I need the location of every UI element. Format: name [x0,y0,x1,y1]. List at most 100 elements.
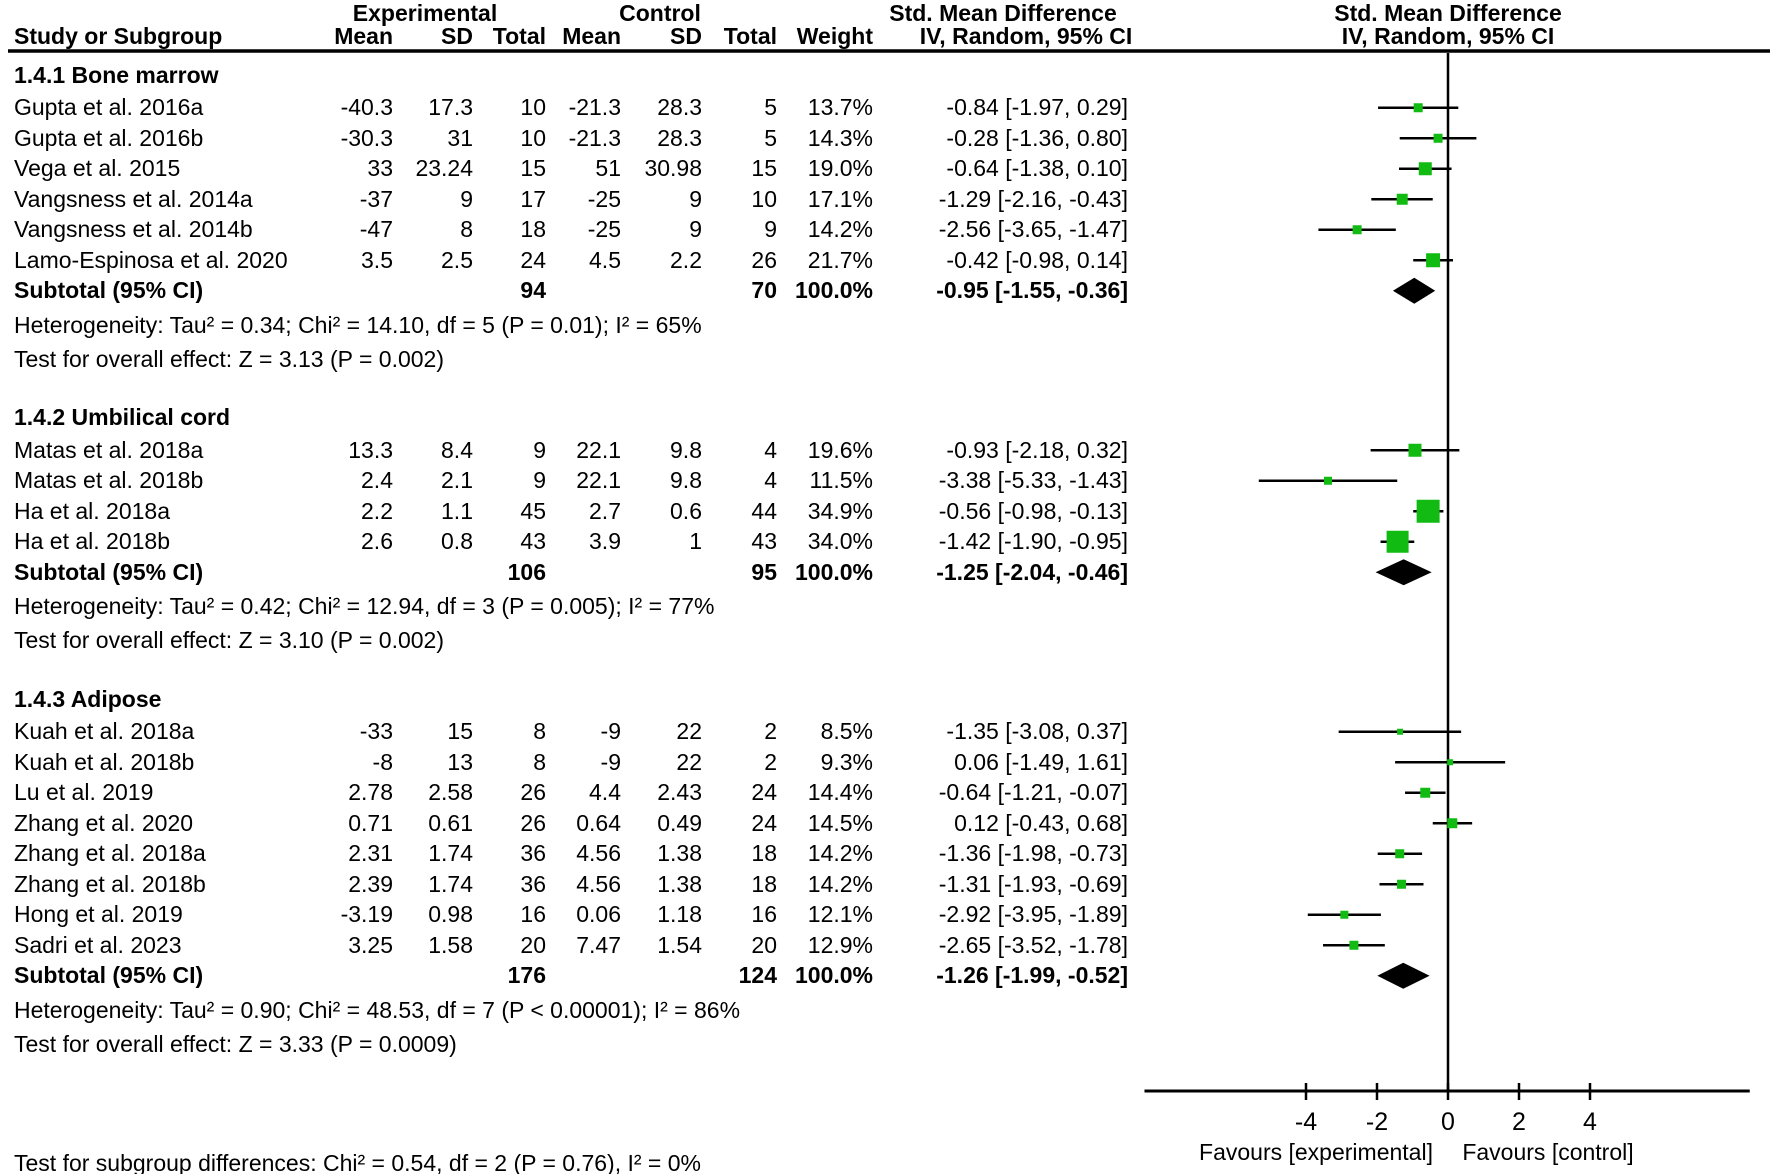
experimental-sd: 31 [447,124,473,151]
subtotal-diamond [1375,559,1432,586]
ci-column-header-right: IV, Random, 95% CI [1341,23,1555,49]
col-sd-experimental: SD [441,23,473,49]
favours-experimental-label: Favours [experimental] [1199,1139,1433,1165]
ci-text: -1.36 [-1.98, -0.73] [938,840,1128,867]
heterogeneity-text: Heterogeneity: Tau² = 0.90; Chi² = 48.53… [14,996,741,1023]
control-sd: 2.43 [657,779,702,806]
experimental-mean: 13.3 [348,436,393,463]
experimental-mean: -30.3 [340,124,393,151]
study-row: Zhang et al. 2018a 2.31 1.74 36 4.56 1.38 18 14… [0,839,1128,870]
control-mean: -25 [587,185,621,212]
weight-value: 14.2% [807,216,873,243]
control-sd: 9.8 [670,467,702,494]
experimental-total: 26 [520,809,546,836]
experimental-total: 15 [520,155,546,182]
smd-header-right: Std. Mean Difference [1334,0,1562,26]
subtotal-row: Subtotal (95% CI) 94 70 100.0% -0.95 [-1.55,… [0,276,1128,307]
subtotal-row: Subtotal (95% CI) 176 124 100.0% -1.26 [-1.9… [0,961,1128,992]
subtotal-label: Subtotal (95% CI) [14,277,204,304]
experimental-sd: 2.5 [441,246,473,273]
col-total-experimental: Total [492,23,546,49]
effect-square [1396,879,1406,889]
effect-square [1395,849,1405,859]
ci-text: -0.28 [-1.36, 0.80] [946,124,1128,151]
experimental-sd: 1.74 [428,840,473,867]
study-row: Vega et al. 2015 33 23.24 15 51 30.98 15 19.0% -… [0,154,1128,185]
weight-value: 12.9% [807,931,873,958]
effect-square [1447,818,1458,829]
subtotal-ci-text: -0.95 [-1.55, -0.36] [936,277,1128,304]
experimental-total: 10 [520,94,546,121]
experimental-mean: 2.39 [348,870,393,897]
experimental-total: 45 [520,497,546,524]
control-total: 26 [751,246,777,273]
experimental-mean: 2.2 [361,497,393,524]
subtotal-row: Subtotal (95% CI) 106 95 100.0% -1.25 [-2.04… [0,557,1128,588]
axis-tick-label: 4 [1583,1108,1597,1136]
experimental-mean: 2.78 [348,779,393,806]
control-sd: 28.3 [657,94,702,121]
experimental-mean: -8 [372,748,393,775]
control-sd: 1.38 [657,840,702,867]
control-mean: 4.5 [589,246,621,273]
experimental-total: 9 [533,436,546,463]
control-total: 5 [764,124,777,151]
study-row: Vangsness et al. 2014a -37 9 17 -25 9 10 17.1% -… [0,184,1128,215]
subtotal-ci-text: -1.25 [-2.04, -0.46] [936,558,1128,585]
subtotal-weight: 100.0% [794,962,873,989]
ci-text: -2.56 [-3.65, -1.47] [938,216,1128,243]
experimental-mean: -37 [359,185,393,212]
subtotal-label: Subtotal (95% CI) [14,558,204,585]
control-mean: 51 [595,155,621,182]
subtotal-label: Subtotal (95% CI) [14,962,204,989]
effect-square [1349,940,1359,950]
weight-value: 12.1% [807,901,873,928]
control-mean: 2.7 [589,497,621,524]
control-sd: 2.2 [670,246,702,273]
control-sd: 0.6 [670,497,702,524]
experimental-mean: 2.31 [348,840,393,867]
axis-tick-label: -4 [1295,1108,1317,1136]
heterogeneity-text: Heterogeneity: Tau² = 0.34; Chi² = 14.10… [14,311,702,338]
ci-text: -0.64 [-1.38, 0.10] [946,155,1128,182]
control-mean: 7.47 [576,931,621,958]
experimental-sd: 8 [460,216,473,243]
study-name: Kuah et al. 2018b [14,748,195,775]
control-total: 20 [751,931,777,958]
ci-text: -0.64 [-1.21, -0.07] [938,779,1128,806]
weight-value: 19.6% [807,436,873,463]
study-row: Lamo-Espinosa et al. 2020 3.5 2.5 24 4.5 2.2 2… [0,245,1128,276]
study-row: Vangsness et al. 2014b -47 8 18 -25 9 9 14.2% -2… [0,215,1128,246]
effect-square [1408,443,1422,457]
experimental-total: 43 [520,528,546,555]
control-sd: 22 [676,748,702,775]
study-name: Gupta et al. 2016a [14,94,204,121]
experimental-total: 8 [533,718,546,745]
control-mean: 0.06 [576,901,621,928]
control-total: 24 [751,809,777,836]
control-total: 44 [751,497,777,524]
control-mean: -9 [600,748,621,775]
subtotal-ci-text: -1.26 [-1.99, -0.52] [936,962,1128,989]
ci-text: -1.42 [-1.90, -0.95] [938,528,1128,555]
study-row: Hong et al. 2019 -3.19 0.98 16 0.06 1.18 16 12.… [0,900,1128,931]
ci-text: -1.29 [-2.16, -0.43] [938,185,1128,212]
experimental-mean: 33 [367,155,393,182]
study-row: Kuah et al. 2018a -33 15 8 -9 22 2 8.5% -1.35 [-… [0,717,1128,748]
study-name: Ha et al. 2018b [14,528,171,555]
study-name: Hong et al. 2019 [14,901,183,928]
control-mean: 4.56 [576,840,621,867]
experimental-mean: 3.25 [348,931,393,958]
experimental-mean: 3.5 [361,246,393,273]
experimental-total: 10 [520,124,546,151]
control-total: 9 [764,216,777,243]
ci-text: 0.06 [-1.49, 1.61] [954,748,1128,775]
col-mean-experimental: Mean [334,23,393,49]
experimental-sd: 0.8 [441,528,473,555]
control-total: 43 [751,528,777,555]
weight-value: 14.5% [807,809,873,836]
control-total: 24 [751,779,777,806]
control-total: 10 [751,185,777,212]
